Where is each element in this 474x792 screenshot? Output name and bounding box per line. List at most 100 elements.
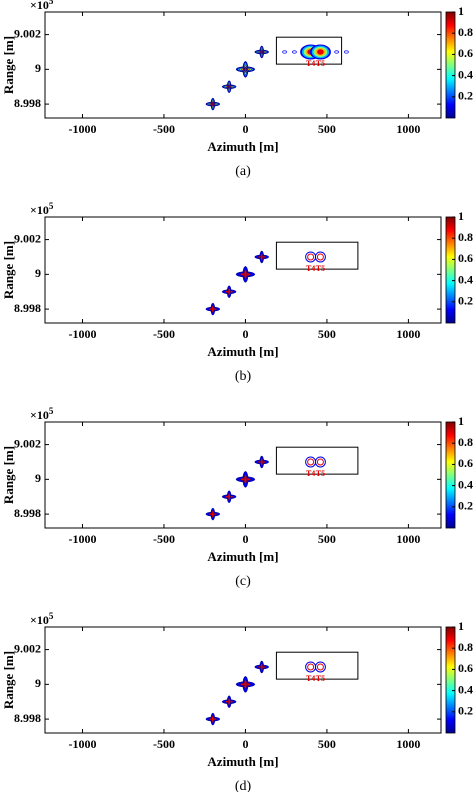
colorbar-tick-label: 0.6 xyxy=(458,46,473,60)
colorbar-tick-label: 0.8 xyxy=(458,25,473,39)
y-tick-label: 9.002 xyxy=(14,436,41,450)
colorbar-tick-label: 0.6 xyxy=(458,251,473,265)
multiplier-exp: 5 xyxy=(49,0,54,6)
multiplier-exp: 5 xyxy=(49,611,54,621)
multiplier-exp: 5 xyxy=(49,201,54,211)
contour xyxy=(314,251,326,263)
contour xyxy=(227,492,231,501)
contour xyxy=(316,253,324,261)
colorbar-tick-label: 0.4 xyxy=(458,682,473,696)
contour xyxy=(260,458,264,466)
colorbar-tick-label: 1 xyxy=(458,619,464,633)
colorbar xyxy=(445,216,456,324)
point-label: T5 xyxy=(316,59,325,68)
plot-frame xyxy=(44,216,442,324)
x-tick-label: 0 xyxy=(242,327,248,341)
x-tick-label: -500 xyxy=(153,122,175,136)
colorbar-tick-label: 0.6 xyxy=(458,456,473,470)
colorbar-tick-label: 0.8 xyxy=(458,230,473,244)
x-tick-label: 1000 xyxy=(396,327,420,341)
y-axis-label: Range [m] xyxy=(1,651,16,709)
contour xyxy=(260,49,263,55)
colorbar-tick-label: 1 xyxy=(458,414,464,428)
contour-sidelobe xyxy=(334,50,339,54)
caption: (d) xyxy=(235,779,252,792)
x-tick-label: 0 xyxy=(242,532,248,546)
contour xyxy=(314,661,326,673)
inset-box xyxy=(275,36,343,65)
contour xyxy=(227,697,231,706)
subplot: -1000 -500 0 500 1000 8.998 9 9.002 ×105 Azimuth … xyxy=(1,406,473,589)
x-tick-label: 1000 xyxy=(396,122,420,136)
colorbar-tick-label: 0.2 xyxy=(458,89,473,103)
plot-frame xyxy=(44,421,442,529)
x-tick-label: -1000 xyxy=(68,737,96,751)
x-tick-label: 1000 xyxy=(396,532,420,546)
x-tick-label: -500 xyxy=(153,532,175,546)
colorbar-tick-label: 1 xyxy=(458,4,464,18)
y-tick-label: 9 xyxy=(35,266,41,280)
x-tick-label: 500 xyxy=(318,327,336,341)
contour xyxy=(260,663,264,671)
x-tick-label: 1000 xyxy=(396,737,420,751)
y-tick-label: 8.998 xyxy=(14,96,41,110)
caption: (c) xyxy=(235,574,251,589)
colorbar-tick-label: 0.4 xyxy=(458,67,473,81)
contour xyxy=(260,253,264,261)
y-multiplier: ×105 xyxy=(30,611,54,627)
contour xyxy=(307,253,315,261)
plot-frame xyxy=(44,11,442,119)
point-label: T5 xyxy=(316,674,325,683)
x-tick-label: -1000 xyxy=(68,327,96,341)
y-axis-label: Range [m] xyxy=(1,241,16,299)
point-label: T4 xyxy=(306,59,315,68)
contour xyxy=(316,663,324,671)
point-label: T4 xyxy=(306,674,315,683)
colorbar xyxy=(445,421,456,529)
x-axis-label: Azimuth [m] xyxy=(207,344,278,359)
contour xyxy=(211,715,215,723)
subplot: -1000 -500 0 500 1000 8.998 9 9.002 ×105 Azimuth … xyxy=(1,0,473,179)
x-tick-label: -500 xyxy=(153,737,175,751)
x-tick-label: -1000 xyxy=(68,122,96,136)
inset-box xyxy=(275,446,359,475)
y-tick-label: 9 xyxy=(35,471,41,485)
x-tick-label: 500 xyxy=(318,122,336,136)
y-axis-label: Range [m] xyxy=(1,446,16,504)
colorbar-tick-label: 1 xyxy=(458,209,464,223)
point-label: T5 xyxy=(316,469,325,478)
contour xyxy=(243,679,248,690)
x-axis-label: Azimuth [m] xyxy=(207,754,278,769)
x-axis-label: Azimuth [m] xyxy=(207,549,278,564)
contour-sidelobe xyxy=(344,50,349,54)
contour xyxy=(211,101,214,107)
multiplier-base: ×10 xyxy=(30,613,49,627)
contour xyxy=(227,287,231,296)
colorbar-tick-label: 0.2 xyxy=(458,294,473,308)
y-tick-label: 8.998 xyxy=(14,711,41,725)
colorbar-tick-label: 0.4 xyxy=(458,272,473,286)
y-axis-label: Range [m] xyxy=(1,36,16,94)
x-tick-label: 0 xyxy=(242,737,248,751)
y-tick-label: 8.998 xyxy=(14,506,41,520)
x-tick-label: -1000 xyxy=(68,532,96,546)
contour xyxy=(228,84,231,89)
contour xyxy=(243,269,248,280)
colorbar xyxy=(445,626,456,734)
colorbar xyxy=(445,11,456,119)
y-tick-label: 9.002 xyxy=(14,641,41,655)
multiplier-base: ×10 xyxy=(30,203,49,217)
x-tick-label: -500 xyxy=(153,327,175,341)
contour xyxy=(316,458,324,466)
point-label: T5 xyxy=(316,264,325,273)
point-label: T4 xyxy=(306,264,315,273)
multiplier-base: ×10 xyxy=(30,0,49,12)
contour xyxy=(307,663,315,671)
caption: (b) xyxy=(235,369,252,384)
inset-box xyxy=(275,651,359,680)
x-tick-label: 500 xyxy=(318,532,336,546)
colorbar-tick-label: 0.8 xyxy=(458,435,473,449)
x-axis-label: Azimuth [m] xyxy=(207,139,278,154)
contour-sidelobe xyxy=(292,50,297,54)
